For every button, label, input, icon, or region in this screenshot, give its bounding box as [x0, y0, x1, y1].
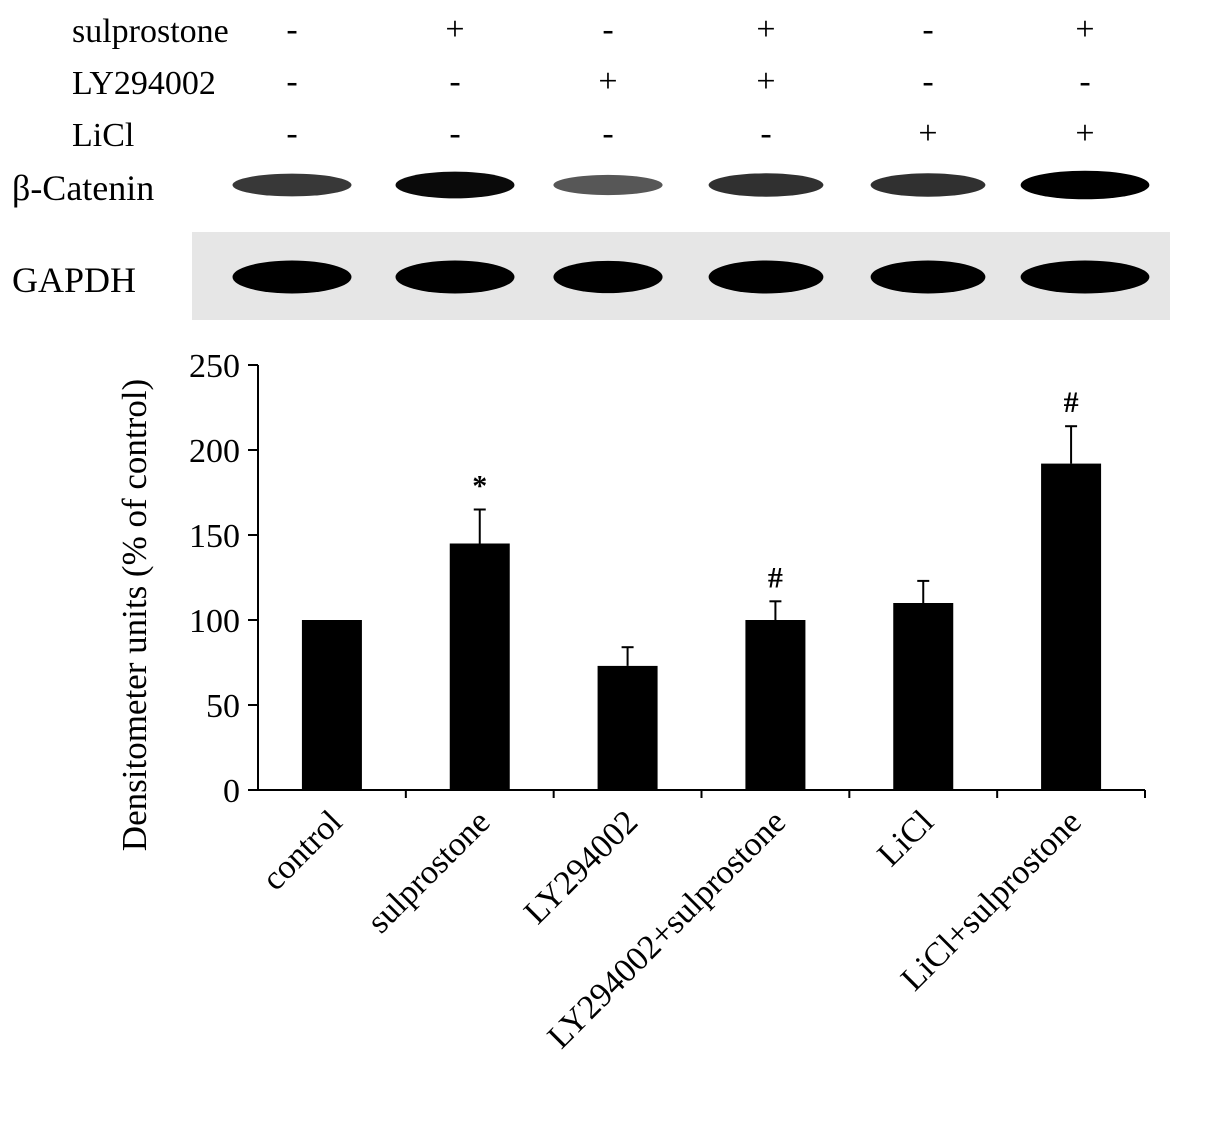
bars: * # # — [301, 386, 1102, 790]
bar — [1041, 463, 1102, 790]
treatment-sign: - — [922, 63, 933, 100]
blot-band — [395, 260, 515, 294]
x-tick-label: LY294002+sulprostone — [541, 803, 793, 1055]
blot-label-beta-catenin: β-Catenin — [12, 168, 154, 208]
treatment-sign: - — [922, 11, 933, 48]
treatment-sign: - — [286, 63, 297, 100]
blot-band — [870, 173, 986, 197]
bar — [893, 603, 954, 790]
treatment-row-label-ly294002: LY294002 — [72, 65, 216, 102]
blot-band — [1020, 170, 1150, 200]
treatment-sign: - — [760, 115, 771, 152]
bar — [301, 620, 362, 790]
treatment-sign: + — [756, 11, 775, 48]
significance-marker: # — [1064, 386, 1079, 419]
treatment-sign: + — [1075, 115, 1094, 152]
treatment-sign: - — [449, 115, 460, 152]
y-tick-label: 250 — [189, 348, 240, 385]
x-tick-label: LiCl — [871, 803, 941, 873]
blot-band — [1020, 260, 1150, 294]
bar — [745, 620, 806, 790]
blot-band — [553, 260, 663, 294]
treatment-sign: - — [602, 115, 613, 152]
blot-bands — [232, 170, 1150, 294]
significance-marker: # — [768, 561, 783, 594]
blot-band — [708, 260, 824, 294]
treatment-sign: + — [756, 63, 775, 100]
treatment-sign: + — [598, 63, 617, 100]
treatment-row-label-sulprostone: sulprostone — [72, 13, 229, 50]
bar-chart: Densitometer units (% of control) 0 50 100… — [115, 348, 1146, 1056]
blot-band — [870, 260, 986, 294]
y-tick-label: 100 — [189, 603, 240, 640]
x-axis: control sulprostone LY294002LY294002+sulpr… — [255, 789, 1146, 1056]
treatment-sign: - — [286, 11, 297, 48]
blot-band — [395, 171, 515, 199]
treatment-sign: + — [918, 115, 937, 152]
blot-band — [553, 174, 663, 196]
x-tick-label: LY294002 — [517, 803, 645, 931]
western-blot-panel: β-Catenin GAPDH — [12, 168, 1170, 320]
y-tick-label: 200 — [189, 433, 240, 470]
blot-band — [232, 260, 352, 294]
bar — [597, 665, 658, 790]
y-tick-label: 150 — [189, 518, 240, 555]
treatment-sign: - — [1079, 63, 1090, 100]
y-tick-label: 0 — [223, 773, 240, 810]
treatment-sign: - — [286, 115, 297, 152]
treatment-sign: - — [449, 63, 460, 100]
treatment-sign: - — [602, 11, 613, 48]
blot-label-gapdh: GAPDH — [12, 260, 136, 300]
blot-band — [708, 173, 824, 197]
treatment-signs: - + - + - + - - + + - - - - - - + + — [286, 11, 1094, 152]
bar — [449, 543, 510, 790]
y-axis-label: Densitometer units (% of control) — [115, 379, 154, 851]
significance-marker: * — [472, 470, 487, 503]
x-tick-label: sulprostone — [360, 803, 497, 940]
x-tick-label: control — [255, 803, 349, 897]
treatment-sign: + — [445, 11, 464, 48]
treatment-sign: + — [1075, 11, 1094, 48]
blot-band — [232, 173, 352, 197]
treatment-table: sulprostone LY294002 LiCl - + - + - +- - + + - -- -… — [72, 11, 1095, 154]
gapdh-blot-background — [192, 232, 1170, 320]
treatment-row-label-licl: LiCl — [72, 117, 134, 154]
y-tick-label: 50 — [206, 688, 240, 725]
y-axis: 0 50 100 150 200 250 — [189, 348, 259, 810]
